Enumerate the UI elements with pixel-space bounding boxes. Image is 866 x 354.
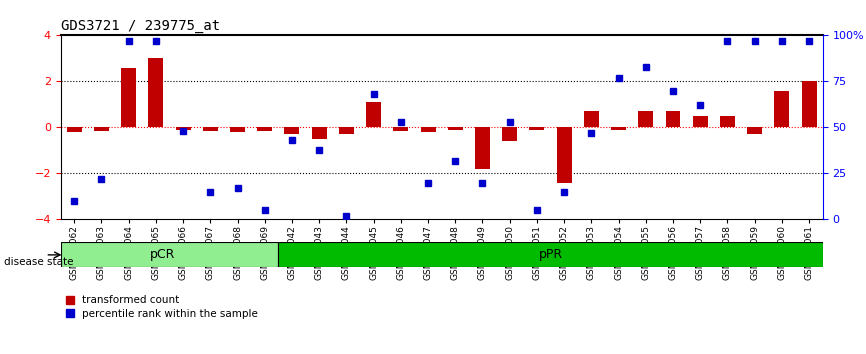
Bar [557, 127, 572, 183]
Bar [257, 127, 272, 131]
Bar [203, 127, 217, 131]
Bar [747, 127, 762, 134]
Bar [638, 111, 653, 127]
Bar [230, 127, 245, 132]
Bar [284, 127, 300, 134]
Bar [720, 116, 735, 127]
Bar [475, 127, 490, 169]
Bar [665, 111, 681, 127]
Bar [693, 116, 708, 127]
Bar [366, 102, 381, 127]
Bar [94, 127, 109, 131]
Text: disease state: disease state [4, 257, 74, 267]
Bar [448, 127, 462, 130]
Bar [339, 127, 354, 134]
Legend: transformed count, percentile rank within the sample: transformed count, percentile rank withi… [66, 296, 258, 319]
Bar [774, 91, 789, 127]
Bar [421, 127, 436, 132]
Bar [67, 127, 81, 132]
Text: pCR: pCR [150, 249, 176, 261]
FancyBboxPatch shape [278, 242, 823, 267]
Bar [802, 81, 817, 127]
Text: GDS3721 / 239775_at: GDS3721 / 239775_at [61, 19, 220, 33]
Bar [611, 127, 626, 130]
Bar [121, 68, 136, 127]
FancyBboxPatch shape [61, 242, 278, 267]
Bar [529, 127, 545, 130]
Bar [393, 127, 408, 131]
Bar [148, 58, 164, 127]
Bar [176, 127, 191, 130]
Bar [584, 111, 598, 127]
Text: pPR: pPR [539, 249, 563, 261]
Bar [312, 127, 326, 139]
Bar [502, 127, 517, 141]
